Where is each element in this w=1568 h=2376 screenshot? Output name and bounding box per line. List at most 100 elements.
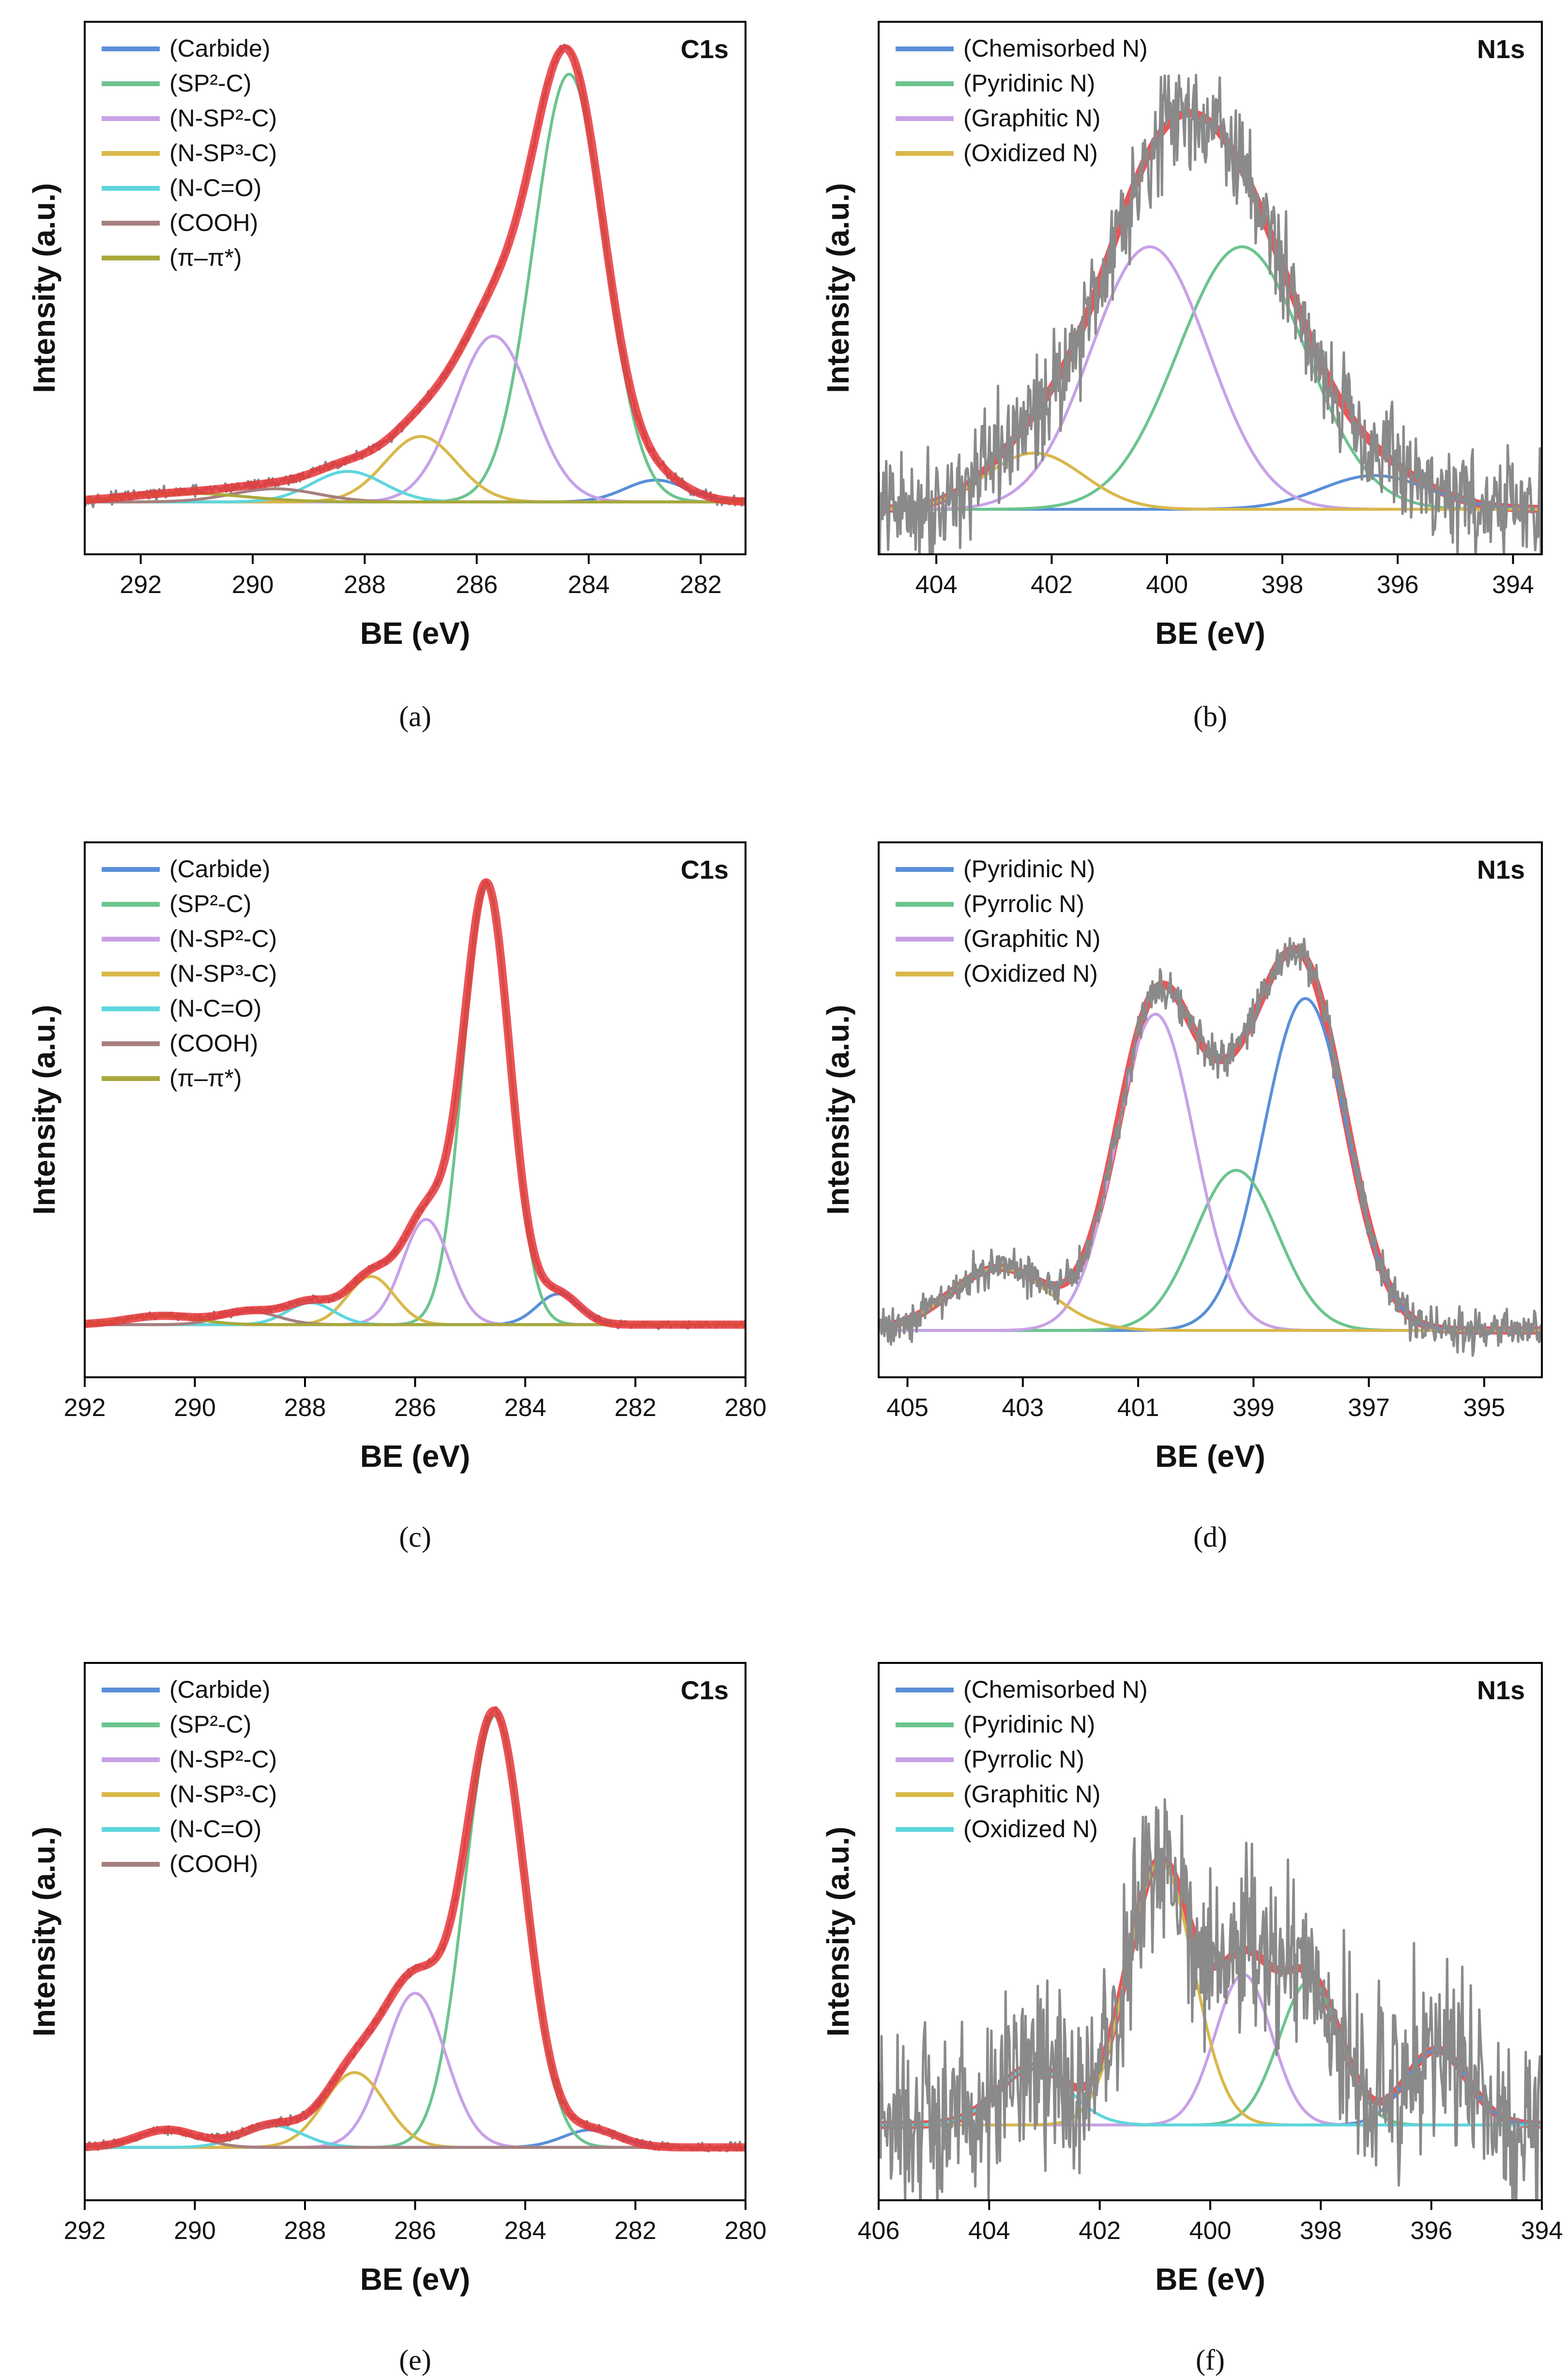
x-tick-label: 286 xyxy=(456,571,498,599)
legend: (Chemisorbed N) (Pyridinic N) (Graphitic N… xyxy=(896,35,1148,167)
xps-panel-d: 405 403 401 399 397 395 BE (eV) Intensity (a.u.… xyxy=(821,841,1543,1553)
panel-caption: (b) xyxy=(1193,701,1227,732)
y-axis-title: Intensity (a.u.) xyxy=(821,1005,855,1215)
x-tick-label: 286 xyxy=(394,2217,436,2245)
legend-label: (N-SP³-C) xyxy=(169,139,277,167)
x-tick-label: 404 xyxy=(968,2217,1010,2245)
x-tick-label: 400 xyxy=(1146,571,1188,599)
x-tick-label: 290 xyxy=(174,2217,216,2245)
panel-caption: (d) xyxy=(1193,1521,1227,1553)
legend-label: (Carbide) xyxy=(169,1676,270,1703)
x-tick-label: 288 xyxy=(284,2217,326,2245)
legend-label: (Pyridinic N) xyxy=(963,70,1095,97)
x-tick-label: 284 xyxy=(568,571,610,599)
legend-label: (N-C=O) xyxy=(169,174,261,201)
x-tick-label: 280 xyxy=(725,2217,767,2245)
y-axis-title: Intensity (a.u.) xyxy=(27,1005,61,1215)
legend: (Pyridinic N) (Pyrrolic N) (Graphitic N) (O… xyxy=(896,855,1100,987)
legend-label: (Graphitic N) xyxy=(963,1781,1100,1808)
region-label: N1s xyxy=(1477,1676,1525,1705)
plot-area xyxy=(85,1706,746,2153)
envelope-fit-line xyxy=(85,878,746,1329)
plot-frame xyxy=(878,841,1543,1378)
envelope-fit-line xyxy=(879,109,1542,513)
panel-caption: (c) xyxy=(399,1521,431,1553)
plot-frame xyxy=(84,21,746,555)
x-tick-label: 396 xyxy=(1377,571,1419,599)
legend-label: (Oxidized N) xyxy=(963,1815,1098,1843)
x-tick-label: 286 xyxy=(394,1394,436,1422)
component-3-line xyxy=(85,1992,746,2149)
x-tick-label: 282 xyxy=(614,2217,656,2245)
region-label: C1s xyxy=(681,855,729,884)
xps-panel-b: 404 402 400 398 396 394 BE (eV) Intensity (a.u.… xyxy=(821,21,1543,732)
x-tick-label: 280 xyxy=(725,1394,767,1422)
panel-caption: (f) xyxy=(1196,2344,1225,2376)
x-tick-label: 400 xyxy=(1189,2217,1232,2245)
legend-label: (Graphitic N) xyxy=(963,925,1100,952)
x-tick-label: 401 xyxy=(1117,1394,1159,1422)
x-tick-label: 292 xyxy=(64,1394,106,1422)
raw-spectrum-line xyxy=(85,1706,746,2153)
x-tick-label: 290 xyxy=(174,1394,216,1422)
legend-label: (N-SP²-C) xyxy=(169,925,277,952)
y-axis-title: Intensity (a.u.) xyxy=(821,183,855,393)
xps-panel-c: 292 290 288 286 284 282 280 BE (eV) Intensity (a… xyxy=(27,841,767,1553)
x-tick-label: 292 xyxy=(120,571,162,599)
x-tick-label: 282 xyxy=(614,1394,656,1422)
x-tick-label: 399 xyxy=(1233,1394,1275,1422)
x-axis-title: BE (eV) xyxy=(360,616,471,651)
legend-label: (N-SP²-C) xyxy=(169,105,277,132)
legend-label: (SP²-C) xyxy=(169,890,251,917)
panel-caption: (a) xyxy=(399,701,431,732)
x-tick-label: 282 xyxy=(680,571,722,599)
component-2-line xyxy=(879,245,1542,511)
component-3-line xyxy=(85,335,746,503)
raw-spectrum-line xyxy=(879,1798,1542,2200)
y-axis-title: Intensity (a.u.) xyxy=(27,183,61,393)
legend-label: (Graphitic N) xyxy=(963,105,1100,132)
envelope-fit-line xyxy=(85,1706,746,2152)
x-tick-label: 402 xyxy=(1031,571,1073,599)
legend: (Carbide) (SP²-C) (N-SP²-C) (N-SP³-C) (N-C=O… xyxy=(102,35,277,271)
x-tick-label: 403 xyxy=(1002,1394,1044,1422)
region-label: C1s xyxy=(681,1676,729,1705)
xps-panel-a: 292 290 288 286 284 282 BE (eV) Intensity (a.u.… xyxy=(27,21,746,732)
x-axis-title: BE (eV) xyxy=(1155,1439,1265,1474)
x-tick-label: 292 xyxy=(64,2217,106,2245)
legend-label: (N-SP³-C) xyxy=(169,1781,277,1808)
legend-label: (COOH) xyxy=(169,1850,258,1877)
raw-spectrum-line xyxy=(879,74,1542,554)
x-tick-label: 284 xyxy=(504,1394,547,1422)
legend-label: (N-SP²-C) xyxy=(169,1746,277,1773)
x-axis-title: BE (eV) xyxy=(360,2262,471,2297)
legend-label: (N-C=O) xyxy=(169,1815,261,1843)
plot-area xyxy=(85,44,746,508)
legend-label: (Oxidized N) xyxy=(963,139,1098,167)
legend-label: (Oxidized N) xyxy=(963,960,1098,987)
x-axis-title: BE (eV) xyxy=(360,1439,471,1474)
legend-label: (π–π*) xyxy=(169,1065,242,1092)
plot-area xyxy=(85,878,746,1330)
legend-label: (π–π*) xyxy=(169,244,242,271)
x-tick-label: 394 xyxy=(1521,2217,1563,2245)
x-tick-label: 398 xyxy=(1262,571,1304,599)
panel-caption: (e) xyxy=(399,2344,431,2376)
legend-label: (N-C=O) xyxy=(169,995,261,1022)
region-label: N1s xyxy=(1477,35,1525,64)
x-tick-label: 396 xyxy=(1410,2217,1452,2245)
xps-panel-f: 406 404 402 400 398 396 394 BE (eV) Intensity (a… xyxy=(821,1662,1563,2376)
x-tick-label: 398 xyxy=(1300,2217,1342,2245)
x-axis-title: BE (eV) xyxy=(1155,2262,1265,2297)
plot-area xyxy=(879,74,1542,554)
x-tick-label: 395 xyxy=(1463,1394,1505,1422)
legend: (Chemisorbed N) (Pyridinic N) (Pyrrolic N)… xyxy=(896,1676,1148,1843)
x-tick-label: 405 xyxy=(886,1394,929,1422)
y-axis-title: Intensity (a.u.) xyxy=(821,1827,855,2037)
x-tick-label: 288 xyxy=(284,1394,326,1422)
y-axis-title: Intensity (a.u.) xyxy=(27,1827,61,2037)
legend-label: (Pyrrolic N) xyxy=(963,1746,1084,1773)
region-label: N1s xyxy=(1477,855,1525,884)
legend-label: (COOH) xyxy=(169,209,258,236)
legend-label: (Carbide) xyxy=(169,855,270,883)
